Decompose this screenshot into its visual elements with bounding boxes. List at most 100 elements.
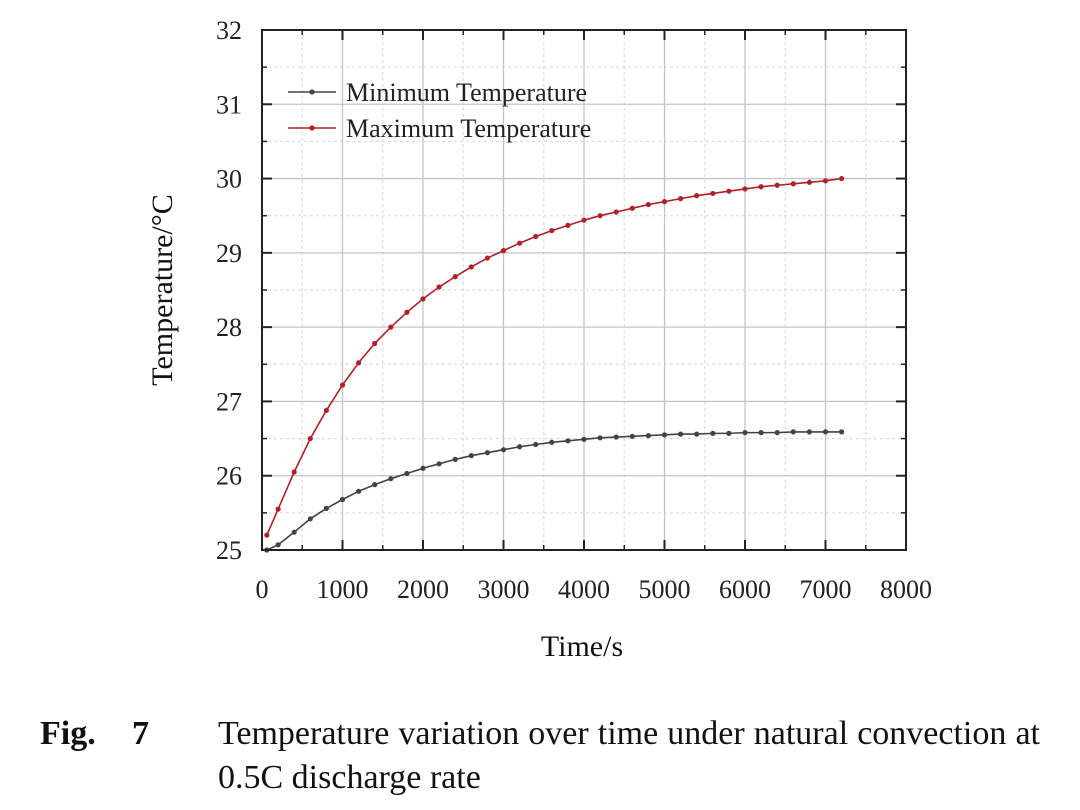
data-point-maximum: [500, 248, 507, 254]
legend-label-maximum: Maximum Temperature: [346, 114, 591, 143]
caption-label: Fig.: [40, 715, 96, 752]
data-point-maximum: [339, 382, 346, 388]
data-point-minimum: [420, 465, 426, 471]
temperature-line-chart: 0 1000 2000 3000 4000 5000 6000 7000 8000 25 26 27 2…: [146, 16, 932, 663]
data-point-minimum: [484, 450, 490, 456]
x-tick-label: 7000: [800, 575, 852, 604]
series-layer: [264, 175, 845, 553]
data-point-minimum: [323, 505, 329, 511]
data-point-minimum: [388, 476, 394, 482]
data-point-maximum: [468, 264, 474, 270]
data-point-minimum: [645, 433, 652, 439]
data-point-maximum: [774, 182, 780, 188]
data-point-maximum: [275, 506, 281, 512]
x-axis-title: Time/s: [541, 630, 623, 663]
data-point-minimum: [694, 431, 700, 437]
data-point-minimum: [629, 433, 635, 439]
minor-gridlines: [262, 30, 906, 550]
x-tick-label: 1000: [317, 575, 369, 604]
data-point-maximum: [549, 227, 555, 234]
legend: Minimum Temperature Maximum Temperature: [288, 78, 591, 143]
x-tick-label: 3000: [478, 575, 530, 604]
data-point-maximum: [613, 209, 619, 215]
data-point-minimum: [758, 430, 764, 436]
data-point-maximum: [790, 181, 796, 187]
axis-ticks: [261, 29, 907, 551]
data-point-minimum: [291, 529, 297, 535]
data-point-minimum: [822, 429, 829, 435]
data-point-minimum: [661, 432, 668, 438]
data-point-minimum: [710, 430, 716, 436]
series-markers-minimum: [264, 429, 845, 553]
data-point-maximum: [565, 222, 571, 228]
data-point-minimum: [404, 470, 410, 477]
data-point-maximum: [661, 199, 668, 205]
data-point-minimum: [774, 430, 780, 436]
data-point-minimum: [806, 429, 813, 435]
y-tick-label: 30: [216, 165, 242, 194]
data-point-maximum: [404, 309, 410, 315]
y-tick-label: 27: [216, 387, 242, 416]
data-point-maximum: [484, 255, 490, 261]
data-point-maximum: [307, 435, 313, 442]
y-axis-title: Temperature/°C: [146, 194, 179, 385]
data-point-maximum: [436, 284, 442, 290]
data-point-maximum: [822, 178, 829, 184]
data-point-minimum: [549, 439, 555, 445]
data-point-maximum: [678, 196, 684, 202]
y-tick-label: 28: [216, 313, 242, 342]
data-point-maximum: [452, 274, 458, 280]
x-tick-label: 0: [256, 575, 269, 604]
data-point-maximum: [694, 193, 700, 199]
data-point-minimum: [742, 430, 748, 436]
data-point-minimum: [436, 461, 442, 467]
data-point-maximum: [420, 296, 426, 302]
data-point-minimum: [726, 430, 732, 436]
data-point-minimum: [613, 434, 619, 440]
caption-number: 7: [132, 715, 149, 752]
data-point-maximum: [629, 205, 635, 211]
data-point-minimum: [372, 482, 378, 488]
chart-figure: 0 1000 2000 3000 4000 5000 6000 7000 8000 25 26 27 2…: [146, 16, 932, 663]
x-tick-label: 4000: [558, 575, 610, 604]
y-tick-label: 31: [216, 90, 242, 119]
y-tick-label: 32: [216, 16, 242, 45]
data-point-maximum: [533, 233, 539, 240]
data-point-maximum: [839, 175, 845, 182]
data-point-maximum: [806, 179, 813, 185]
data-point-minimum: [839, 429, 845, 435]
data-point-minimum: [581, 436, 587, 442]
legend-label-minimum: Minimum Temperature: [346, 78, 587, 107]
axis-tick-labels: 0 1000 2000 3000 4000 5000 6000 7000 8000 25 26 27 2…: [216, 16, 932, 604]
x-tick-label: 8000: [880, 575, 932, 604]
data-point-minimum: [790, 429, 796, 435]
data-point-minimum: [339, 496, 346, 503]
data-point-maximum: [726, 188, 732, 194]
data-point-maximum: [356, 360, 362, 366]
major-gridlines: [262, 30, 906, 550]
data-point-maximum: [710, 190, 716, 197]
y-tick-label: 26: [216, 462, 242, 491]
data-point-maximum: [388, 324, 394, 330]
data-point-maximum: [264, 532, 270, 538]
data-point-minimum: [275, 542, 281, 548]
data-point-minimum: [500, 447, 507, 453]
x-tick-label: 6000: [719, 575, 771, 604]
caption-text: Temperature variation over time under na…: [218, 715, 1040, 796]
data-point-maximum: [372, 340, 378, 347]
data-point-maximum: [581, 217, 587, 223]
data-point-minimum: [565, 438, 571, 444]
data-point-maximum: [291, 469, 297, 475]
data-point-minimum: [468, 453, 474, 459]
data-point-minimum: [597, 435, 603, 441]
data-point-minimum: [307, 516, 313, 522]
legend-marker-minimum: [309, 89, 315, 95]
series-markers-maximum: [264, 175, 845, 538]
data-point-minimum: [356, 488, 362, 494]
data-point-maximum: [517, 240, 523, 246]
data-point-maximum: [645, 201, 652, 208]
data-point-maximum: [758, 184, 764, 190]
y-tick-label: 25: [216, 536, 242, 565]
legend-marker-maximum: [309, 125, 315, 131]
data-point-maximum: [742, 186, 748, 192]
